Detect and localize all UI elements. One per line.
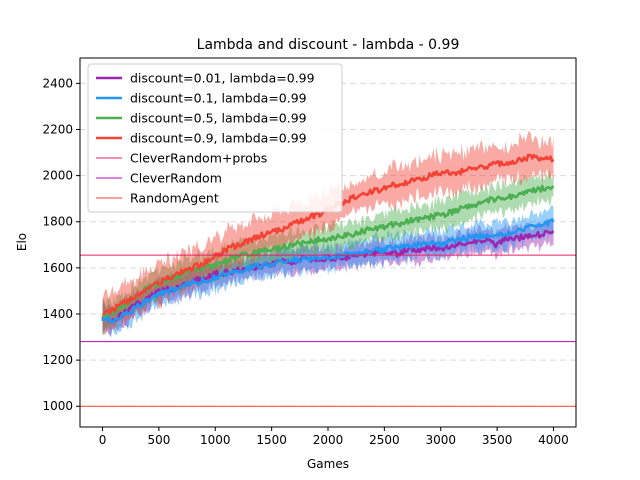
- legend-label: discount=0.01, lambda=0.99: [130, 71, 315, 86]
- x-tick-label: 500: [147, 433, 170, 447]
- legend-label: RandomAgent: [130, 191, 219, 206]
- legend-label: CleverRandom+probs: [130, 151, 267, 166]
- band-2: [102, 204, 554, 337]
- x-tick-label: 2500: [369, 433, 400, 447]
- x-tick-label: 3500: [482, 433, 513, 447]
- series-line-3: [102, 184, 555, 318]
- x-tick-label: 0: [99, 433, 107, 447]
- series-line-2: [101, 218, 555, 324]
- x-axis-ticks: 0 500 1000 1500 2000 2500 3000 3500 4000: [99, 427, 569, 447]
- legend-label: discount=0.5, lambda=0.99: [130, 111, 307, 126]
- x-tick-label: 2000: [313, 433, 344, 447]
- y-tick-label: 1800: [42, 215, 73, 229]
- legend-box: [87, 63, 343, 213]
- band-4: [102, 130, 554, 336]
- legend: discount=0.01, lambda=0.99 discount=0.1, …: [87, 63, 343, 213]
- y-axis-label: Elo: [15, 233, 29, 251]
- x-tick-label: 4000: [538, 433, 569, 447]
- reference-lines: [80, 254, 576, 407]
- y-tick-label: 2400: [42, 76, 73, 90]
- y-tick-label: 1200: [42, 353, 73, 367]
- y-tick-label: 2200: [42, 122, 73, 136]
- chart-title: Lambda and discount - lambda - 0.99: [197, 37, 460, 53]
- y-tick-label: 1000: [42, 399, 73, 413]
- y-axis-ticks: 1000 1200 1400 1600 1800 2000 2200 2400: [42, 76, 80, 413]
- y-tick-label: 1600: [42, 261, 73, 275]
- x-tick-label: 1500: [256, 433, 287, 447]
- legend-label: discount=0.1, lambda=0.99: [130, 91, 307, 106]
- x-tick-label: 1000: [200, 433, 231, 447]
- y-tick-label: 2000: [42, 169, 73, 183]
- x-tick-label: 3000: [425, 433, 456, 447]
- band-3: [102, 169, 554, 335]
- legend-label: CleverRandom: [130, 171, 222, 186]
- x-axis-label: Games: [307, 457, 349, 471]
- legend-label: discount=0.9, lambda=0.99: [130, 131, 307, 146]
- y-tick-label: 1400: [42, 307, 73, 321]
